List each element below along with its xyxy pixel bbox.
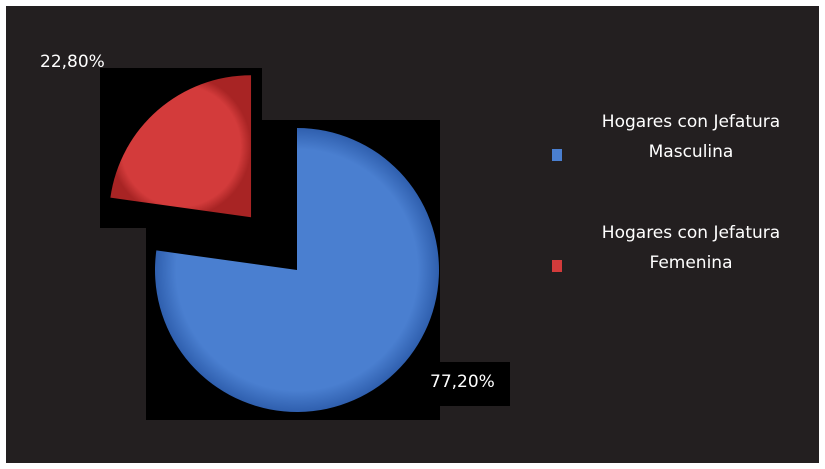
legend-marker [552, 149, 562, 161]
label-backdrop [410, 362, 510, 406]
data-label: 22,80% [40, 52, 105, 72]
pie-slice [154, 128, 440, 412]
legend-label: Hogares con Jefatura Femenina [601, 223, 781, 273]
data-label: 77,20% [430, 372, 495, 392]
pie-slice [110, 75, 252, 218]
legend-marker [552, 260, 562, 272]
legend-label: Hogares con Jefatura Masculina [601, 112, 781, 162]
